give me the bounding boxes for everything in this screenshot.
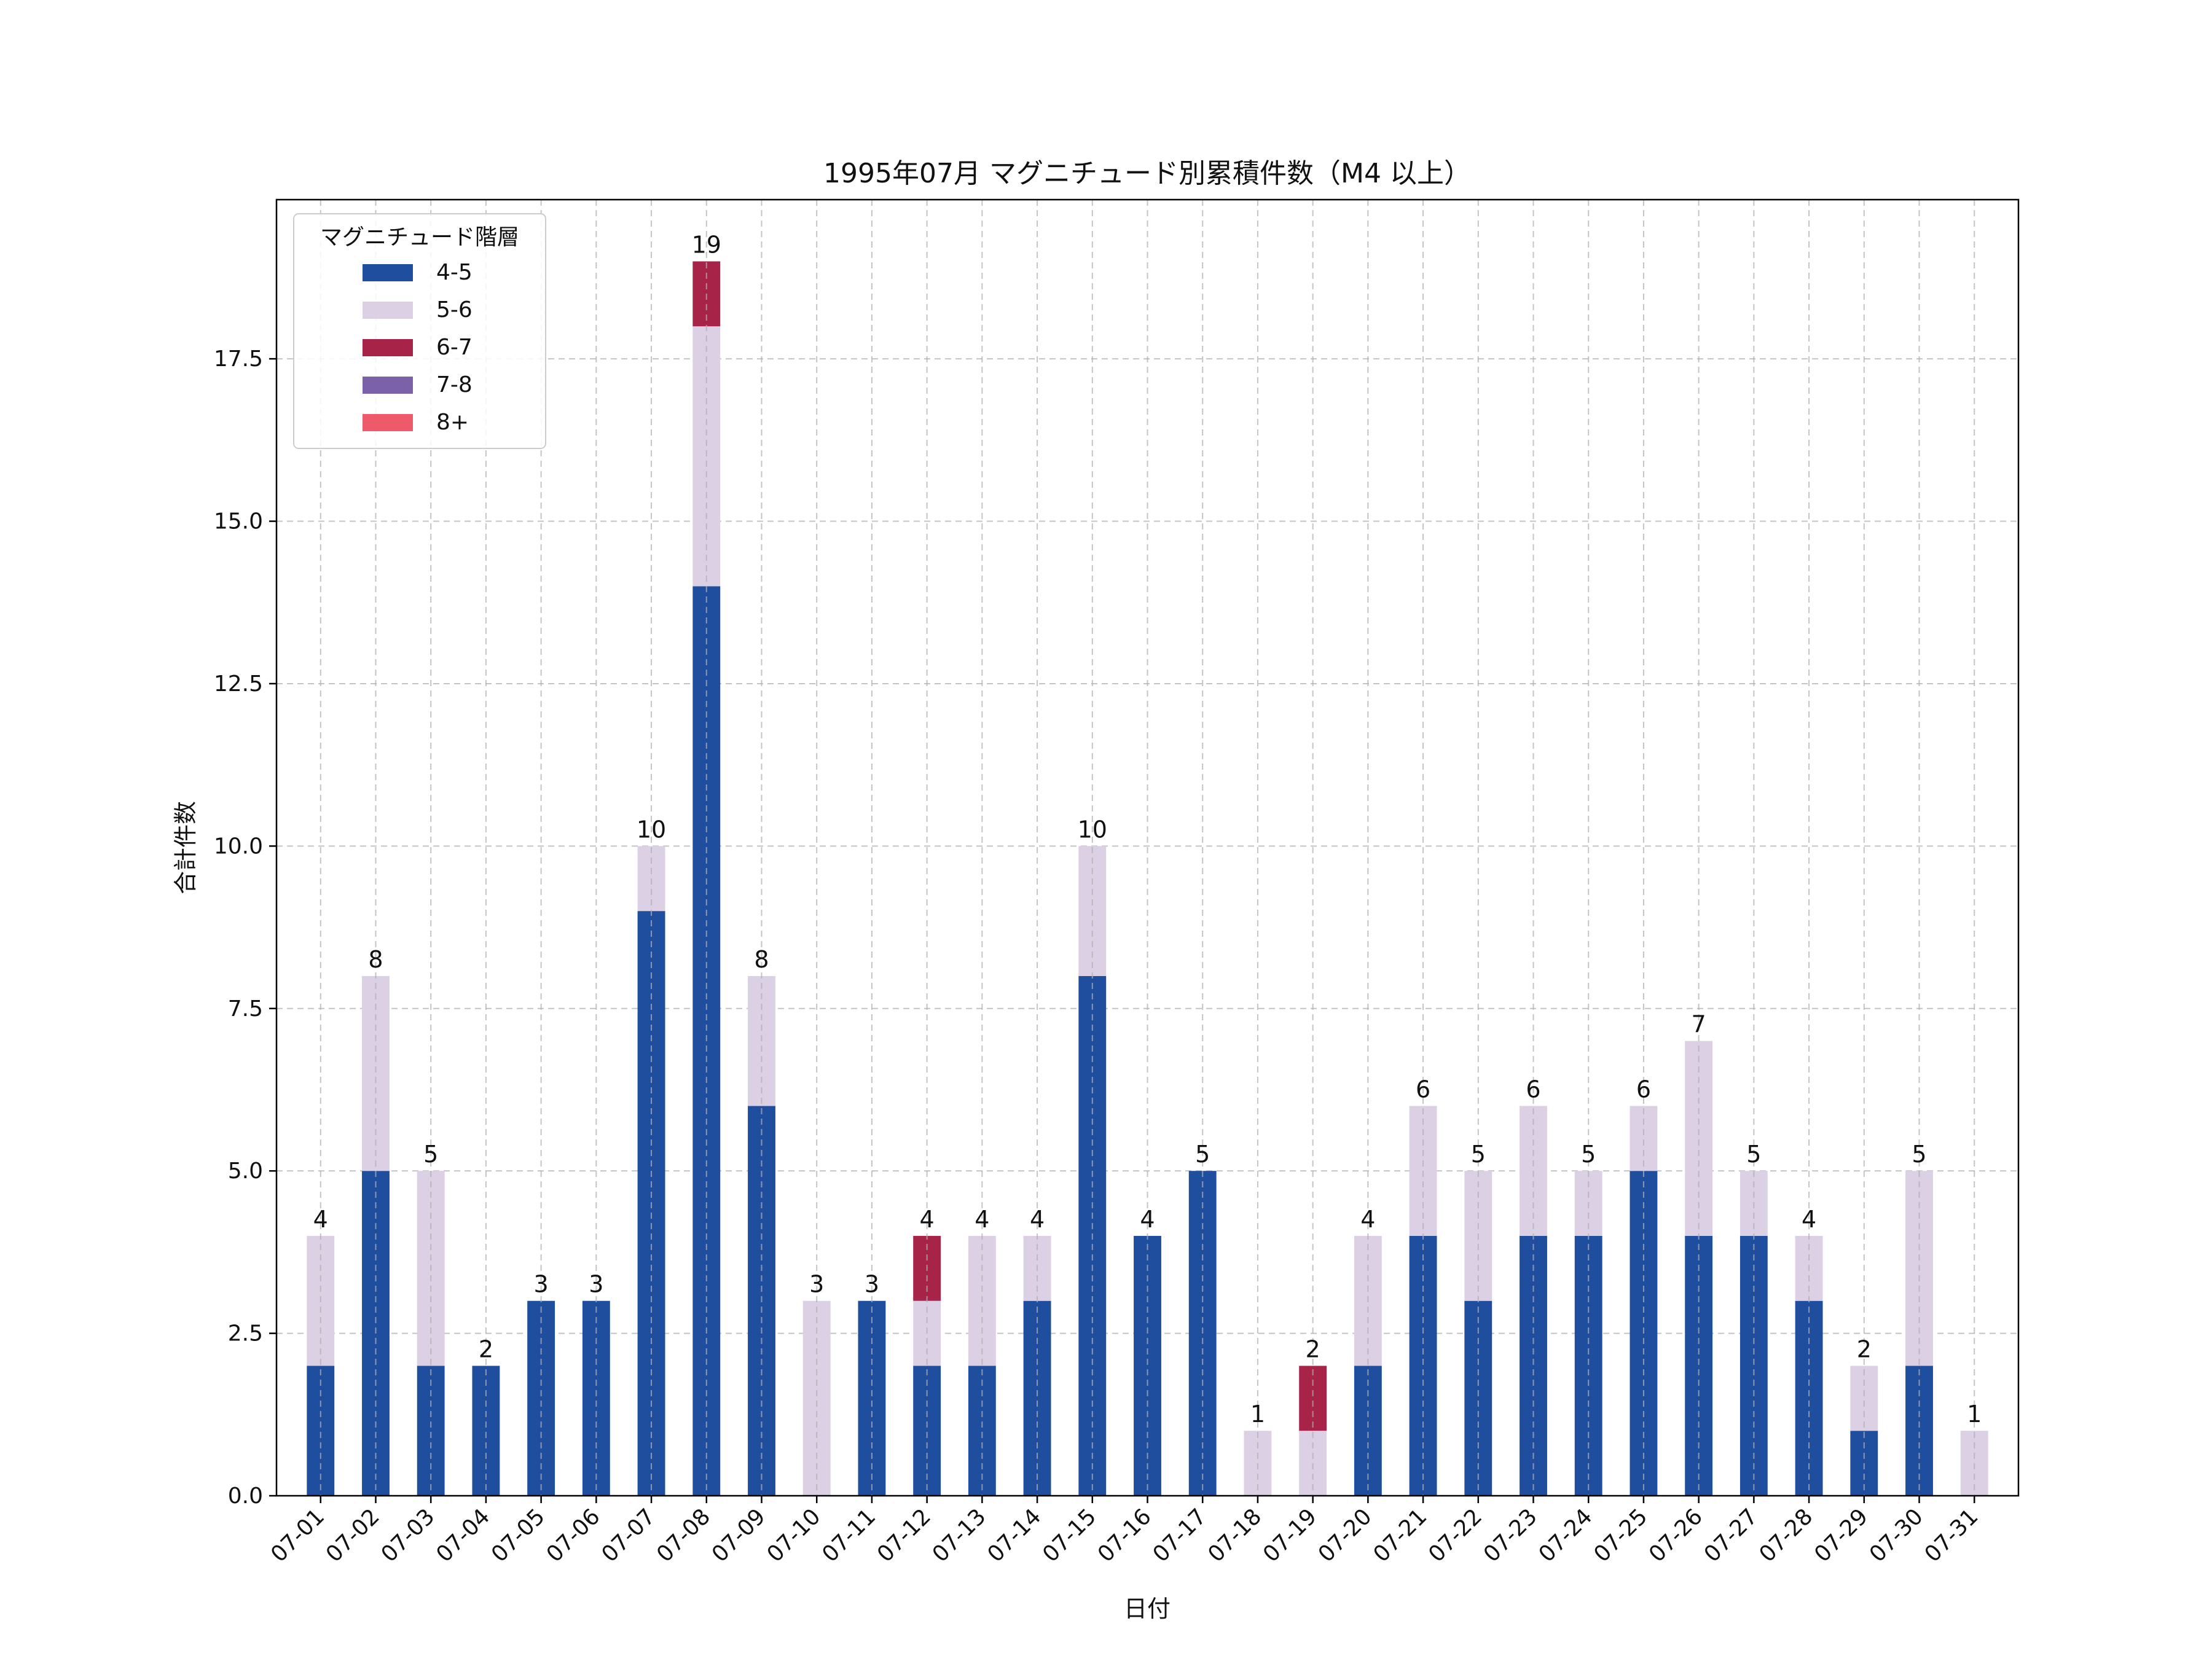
y-tick-label: 15.0 [214,509,263,534]
bar-total-label: 4 [975,1206,989,1233]
y-tick-label: 2.5 [228,1321,263,1346]
y-tick-label: 7.5 [228,996,263,1022]
bar-total-label: 3 [589,1271,603,1298]
legend-label: 4-5 [436,260,473,285]
bar-total-label: 4 [1360,1206,1375,1233]
bar-total-label: 7 [1692,1011,1706,1038]
bar-segment [1630,1106,1658,1171]
bar-total-label: 4 [1802,1206,1816,1233]
bar-total-label: 8 [754,946,769,973]
y-axis-label: 合計件数 [172,801,199,894]
y-tick-label: 10.0 [214,834,263,859]
legend-box [293,213,546,449]
bar-total-label: 2 [1306,1335,1320,1362]
legend-swatch [363,414,413,431]
y-axis-ticks: 0.0 2.5 5.0 7.5 10.0 12.5 15.0 17.5 [214,346,276,1509]
bar-segment [1850,1366,1878,1431]
legend-title: マグニチュード階層 [320,225,519,250]
bar-total-label: 4 [920,1206,935,1233]
legend-swatch [363,339,413,356]
bar-total-label: 3 [809,1271,824,1298]
bar-total-label: 4 [1140,1206,1155,1233]
legend-items: 4-5 5-6 6-7 7-8 8+ [363,260,473,435]
bar-total-label: 1 [1250,1401,1265,1428]
bar-total-label: 4 [1030,1206,1045,1233]
legend-swatch [363,377,413,394]
bar-total-label: 5 [1746,1141,1761,1168]
bar-total-label: 5 [1195,1141,1210,1168]
bars [307,200,1988,1496]
legend: マグニチュード階層 4-5 5-6 6-7 7-8 8+ [293,213,546,449]
bar-total-label: 10 [637,816,666,843]
legend-label: 6-7 [436,335,473,360]
bar-total-label: 4 [313,1206,328,1233]
bar-total-label: 5 [1471,1141,1486,1168]
bar-total-label: 3 [865,1271,879,1298]
y-tick-label: 5.0 [228,1159,263,1184]
bar-total-label: 6 [1416,1076,1430,1103]
bar-total-label: 6 [1636,1076,1651,1103]
bar-total-label: 2 [1857,1335,1872,1362]
bar-total-label: 10 [1078,816,1107,843]
x-axis-label: 日付 [1124,1595,1171,1622]
bar-total-label: 8 [368,946,383,973]
bar-segment [1299,1366,1327,1431]
legend-label: 8+ [436,410,469,435]
legend-swatch [363,264,413,281]
bar-total-label: 6 [1526,1076,1540,1103]
bar-total-label: 5 [1912,1141,1926,1168]
y-tick-label: 0.0 [228,1483,263,1509]
legend-label: 7-8 [436,372,473,397]
y-tick-label: 12.5 [214,671,263,697]
legend-label: 5-6 [436,297,473,322]
bar-total-label: 5 [423,1141,438,1168]
bar-total-labels: 4 8 5 2 3 3 10 19 8 3 3 4 4 4 10 4 5 1 2 4 6 5 6 5 6 7 5 4 2 5 1 [313,231,1982,1428]
bar-total-label: 3 [534,1271,549,1298]
bar-total-label: 19 [692,231,721,258]
bar-total-label: 1 [1967,1401,1982,1428]
chart-title: 1995年07月 マグニチュード別累積件数（M4 以上） [823,158,1471,189]
bar-total-label: 5 [1581,1141,1596,1168]
bar-total-label: 2 [479,1335,493,1362]
legend-swatch [363,302,413,319]
y-tick-label: 17.5 [214,346,263,372]
